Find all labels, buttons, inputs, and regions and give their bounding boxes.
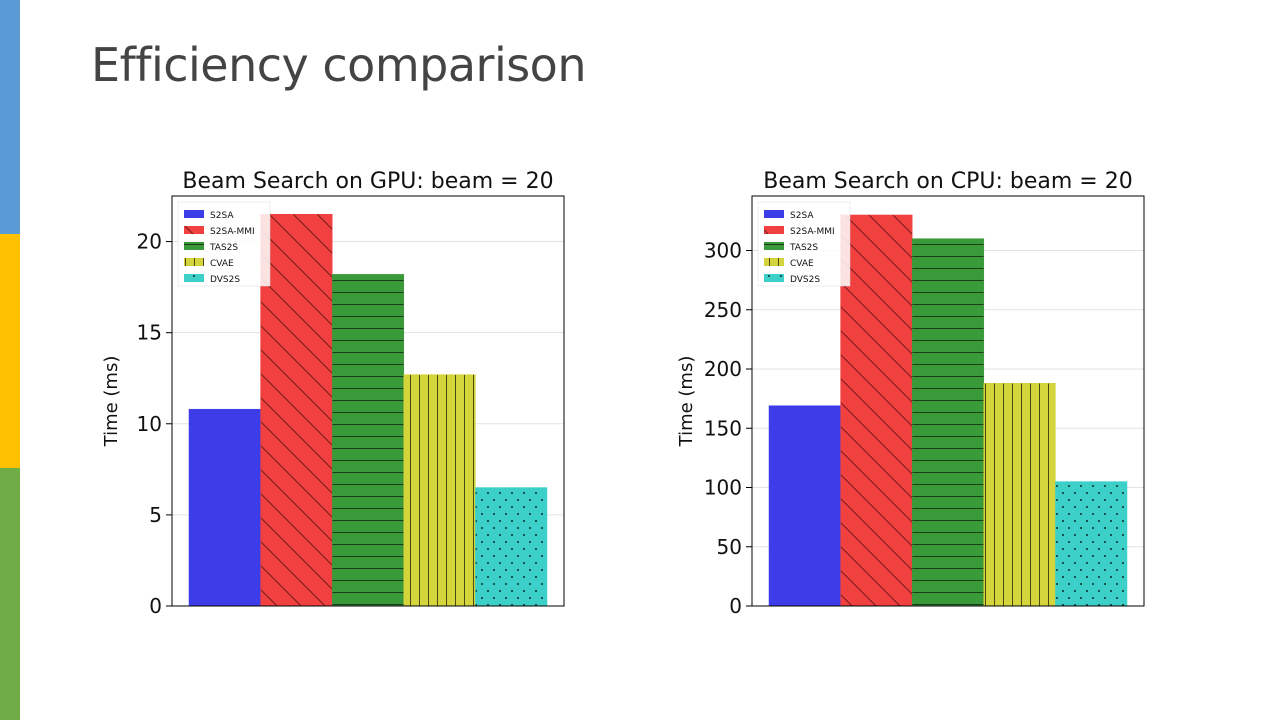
legend-label: DVS2S xyxy=(790,275,820,285)
legend-swatch xyxy=(184,210,204,218)
y-tick-label: 10 xyxy=(137,412,162,436)
legend-swatch xyxy=(764,258,784,266)
bar-dvs2s xyxy=(1055,481,1128,607)
bar-tas2s xyxy=(331,274,405,607)
legend-label: CVAE xyxy=(210,259,234,269)
bar-dvs2s xyxy=(475,487,548,607)
slide-title: Efficiency comparison xyxy=(91,38,586,92)
bar-tas2s xyxy=(911,238,985,607)
chart-title: Beam Search on GPU: beam = 20 xyxy=(182,169,553,194)
chart-svg: Beam Search on CPU: beam = 20 0 50 100 150 20… xyxy=(676,169,1145,618)
legend-swatch xyxy=(764,242,784,250)
legend-label: S2SA xyxy=(210,211,234,221)
legend-swatch xyxy=(764,226,784,234)
legend-label: TAS2S xyxy=(209,243,238,253)
y-tick-label: 300 xyxy=(704,239,742,263)
legend-swatch xyxy=(184,274,204,282)
legend-swatch xyxy=(764,210,784,218)
legend-swatch xyxy=(184,242,204,250)
y-tick-label: 0 xyxy=(729,594,742,618)
legend-label: DVS2S xyxy=(210,275,240,285)
chart-title: Beam Search on CPU: beam = 20 xyxy=(763,169,1132,194)
y-axis-label: Time (ms) xyxy=(101,356,122,448)
legend-swatch xyxy=(184,258,204,266)
y-tick-label: 15 xyxy=(137,321,162,345)
plot-border xyxy=(751,195,1145,607)
legend-label: S2SA-MMI xyxy=(790,227,835,237)
bar-cvae xyxy=(403,374,476,607)
cpu-chart: Beam Search on CPU: beam = 20 0 50 100 150 20… xyxy=(670,160,1165,620)
bar-cvae xyxy=(983,382,1056,607)
legend-label: S2SA xyxy=(790,211,814,221)
plot-border xyxy=(171,195,565,607)
bar-s2sa-mmi xyxy=(260,213,333,607)
legend-swatch xyxy=(184,226,204,234)
y-axis-label: Time (ms) xyxy=(676,356,697,448)
gpu-chart: Beam Search on GPU: beam = 20 0 5 10 15 20 Tim… xyxy=(95,160,575,620)
y-tick-label: 20 xyxy=(137,230,162,254)
y-tick-label: 250 xyxy=(704,298,742,322)
accent-bar-yellow xyxy=(0,234,20,468)
legend-label: TAS2S xyxy=(789,243,818,253)
y-tick-label: 5 xyxy=(149,503,162,527)
y-tick-label: 100 xyxy=(704,476,742,500)
y-tick-label: 150 xyxy=(704,416,742,440)
accent-bar-blue xyxy=(0,0,20,234)
y-tick-label: 200 xyxy=(704,357,742,381)
legend-swatch xyxy=(764,274,784,282)
chart-svg: Beam Search on GPU: beam = 20 0 5 10 15 20 Tim… xyxy=(101,169,565,618)
y-tick-label: 50 xyxy=(717,535,742,559)
legend-label: S2SA-MMI xyxy=(210,227,255,237)
bar-s2sa xyxy=(768,405,841,607)
y-tick-label: 0 xyxy=(149,594,162,618)
accent-bar-green xyxy=(0,468,20,720)
bar-s2sa xyxy=(188,408,261,607)
bar-s2sa-mmi xyxy=(840,214,913,607)
legend-label: CVAE xyxy=(790,259,814,269)
